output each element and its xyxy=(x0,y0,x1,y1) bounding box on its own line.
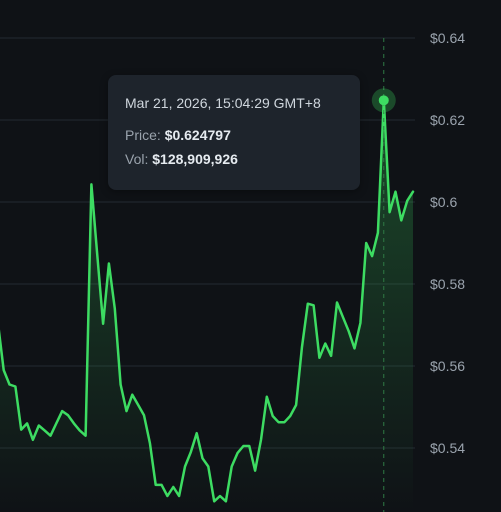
tooltip-vol-label: Vol: xyxy=(125,151,149,167)
price-tooltip: Mar 21, 2026, 15:04:29 GMT+8 Price: $0.6… xyxy=(108,75,360,190)
tooltip-price-value: $0.624797 xyxy=(164,127,231,143)
crosshair xyxy=(371,38,396,512)
y-axis-ticks: $0.54 $0.56 $0.58 $0.6 $0.62 $0.64 xyxy=(430,30,465,456)
price-line xyxy=(0,99,415,503)
price-area xyxy=(0,100,413,512)
tooltip-date: Mar 21, 2026, 15:04:29 GMT+8 xyxy=(125,95,321,111)
y-tick-label: $0.54 xyxy=(430,440,465,456)
tooltip-vol-row: Vol: $128,909,926 xyxy=(125,151,344,167)
y-tick-label: $0.62 xyxy=(430,112,465,128)
area-fill xyxy=(0,100,413,512)
highlight-point[interactable] xyxy=(378,95,389,106)
tooltip-vol-value: $128,909,926 xyxy=(152,151,238,167)
y-tick-label: $0.6 xyxy=(430,194,457,210)
tooltip-price-label: Price: xyxy=(125,127,161,143)
series-line xyxy=(0,99,415,503)
y-tick-label: $0.64 xyxy=(430,30,465,46)
y-tick-label: $0.58 xyxy=(430,276,465,292)
y-tick-label: $0.56 xyxy=(430,358,465,374)
tooltip-price-row: Price: $0.624797 xyxy=(125,127,344,143)
